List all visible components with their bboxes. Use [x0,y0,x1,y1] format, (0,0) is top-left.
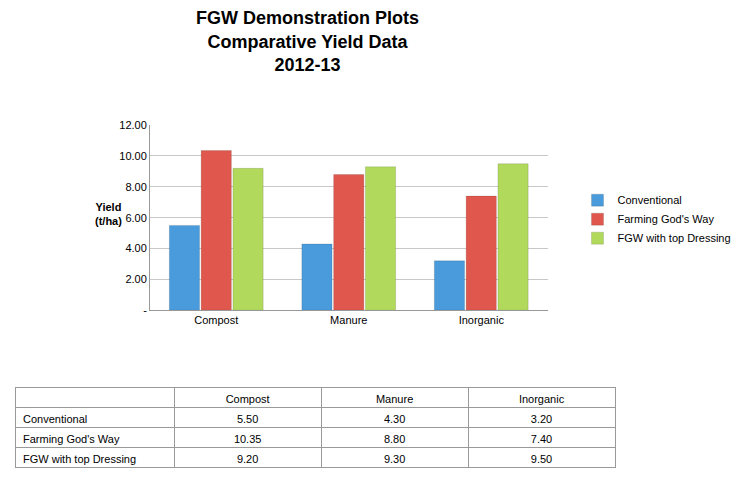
svg-text:6.00: 6.00 [125,212,146,224]
svg-text:8.00: 8.00 [125,181,146,193]
svg-text:4.00: 4.00 [125,242,146,254]
svg-text:10.35: 10.35 [234,433,262,445]
svg-text:Compost: Compost [194,314,238,326]
svg-text:9.20: 9.20 [237,453,258,465]
svg-text:9.30: 9.30 [384,453,405,465]
svg-text:FGW with top Dressing: FGW with top Dressing [23,453,136,465]
svg-text:Conventional: Conventional [23,413,87,425]
svg-text:Inorganic: Inorganic [459,314,505,326]
svg-text:7.40: 7.40 [531,433,552,445]
svg-text:2.00: 2.00 [125,273,146,285]
svg-text:Conventional: Conventional [618,194,682,206]
svg-text:Compost: Compost [226,393,270,405]
svg-text:Inorganic: Inorganic [519,393,565,405]
svg-text:Manure: Manure [330,314,367,326]
svg-text:FGW Demonstration PlotsCompara: FGW Demonstration PlotsComparative Yield… [196,8,419,75]
svg-text:FGW with top Dressing: FGW with top Dressing [618,232,731,244]
svg-text:9.50: 9.50 [531,453,552,465]
svg-text:12.00: 12.00 [119,119,147,131]
svg-text:10.00: 10.00 [119,150,147,162]
svg-text:Yield(t/ha): Yield(t/ha) [95,201,122,227]
svg-text:-: - [143,304,147,316]
svg-text:Farming God's Way: Farming God's Way [23,433,120,445]
svg-text:3.20: 3.20 [531,413,552,425]
svg-text:4.30: 4.30 [384,413,405,425]
svg-text:5.50: 5.50 [237,413,258,425]
svg-text:Manure: Manure [376,393,413,405]
svg-text:8.80: 8.80 [384,433,405,445]
svg-text:Farming God's Way: Farming God's Way [618,213,715,225]
